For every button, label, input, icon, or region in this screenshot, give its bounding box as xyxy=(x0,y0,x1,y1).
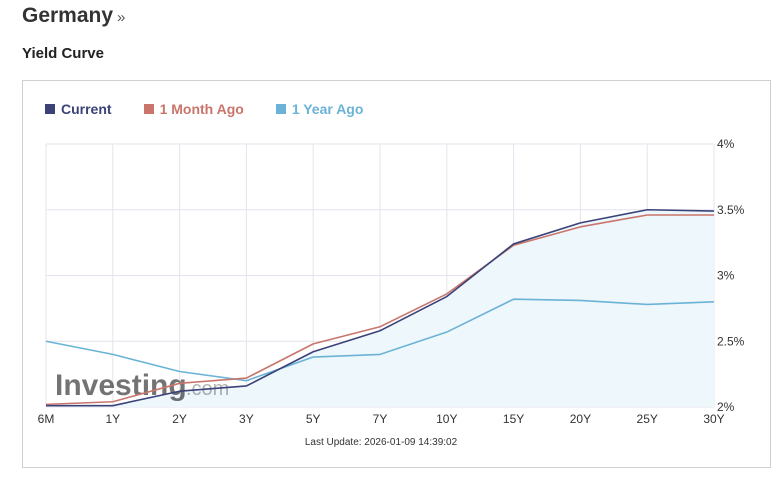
legend-item-1-month-ago[interactable]: 1 Month Ago xyxy=(143,101,244,117)
y-tick-label: 4% xyxy=(717,137,735,151)
x-tick-label: 20Y xyxy=(570,412,591,426)
x-tick-label: 15Y xyxy=(503,412,524,426)
series-lines xyxy=(45,208,715,407)
legend-swatch-current xyxy=(45,104,55,114)
legend-swatch-1-year-ago xyxy=(275,104,286,114)
chart-legend: Current 1 Month Ago 1 Year Ago xyxy=(45,101,363,117)
country-title[interactable]: Germany xyxy=(22,4,114,27)
x-tick-label: 1Y xyxy=(105,412,120,426)
page-title[interactable]: Germany» xyxy=(22,4,125,28)
x-tick-label: 6M xyxy=(38,412,55,426)
x-tick-label: 3Y xyxy=(239,412,254,426)
y-tick-label: 2.5% xyxy=(717,334,745,348)
x-axis-ticks: 6M 1Y 2Y 3Y 5Y 7Y 10Y 15Y 20Y 25Y 30Y xyxy=(38,412,725,426)
legend-label-1-year-ago: 1 Year Ago xyxy=(291,101,364,117)
series-line-current xyxy=(46,208,715,407)
x-tick-label: 25Y xyxy=(637,412,658,426)
x-tick-label: 2Y xyxy=(172,412,187,426)
y-tick-label: 3.5% xyxy=(717,203,745,217)
last-update-text: Last Update: 2026-01-09 14:39:02 xyxy=(305,437,458,448)
y-tick-label: 3% xyxy=(717,269,735,283)
chevron-right-icon[interactable]: » xyxy=(117,9,126,26)
x-tick-label: 7Y xyxy=(373,412,388,426)
legend-label-1-month-ago: 1 Month Ago xyxy=(159,101,244,117)
y-axis-ticks: 4% 3.5% 3% 2.5% 2% xyxy=(717,137,745,414)
logo-main-text: Investing xyxy=(55,369,187,402)
legend-item-current[interactable]: Current xyxy=(45,101,112,117)
y-tick-label: 2% xyxy=(717,400,735,414)
legend-item-1-year-ago[interactable]: 1 Year Ago xyxy=(275,101,364,117)
series-line-1-year-ago xyxy=(45,298,715,382)
series-line-1-month-ago xyxy=(45,214,714,406)
x-tick-label: 30Y xyxy=(703,412,724,426)
area-fill xyxy=(46,209,714,407)
area-fill-path xyxy=(46,209,714,407)
x-tick-label: 10Y xyxy=(436,412,457,426)
investing-logo: Investing .com xyxy=(55,369,229,402)
yield-curve-chart: Current 1 Month Ago 1 Year Ago Investing… xyxy=(22,80,771,468)
legend-label-current: Current xyxy=(61,101,112,117)
x-tick-label: 5Y xyxy=(306,412,321,426)
chart-plot-area: Investing .com 6M 1Y 2Y 3Y 5Y 7Y 10Y 15Y 20Y 25Y 3… xyxy=(38,137,745,448)
section-title: Yield Curve xyxy=(22,45,104,62)
legend-swatch-1-month-ago xyxy=(143,104,154,114)
